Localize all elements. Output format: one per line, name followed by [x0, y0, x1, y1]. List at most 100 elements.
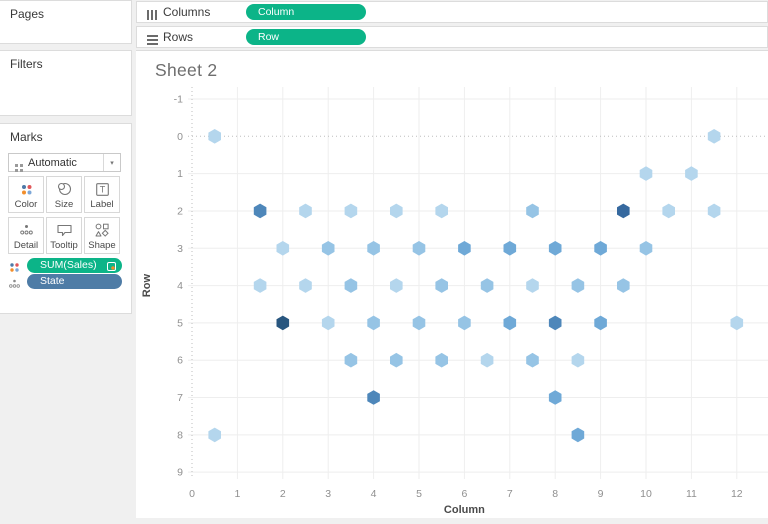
pages-label: Pages: [10, 7, 45, 21]
hex-mark[interactable]: [594, 315, 607, 331]
rows-shelf[interactable]: Rows Row: [136, 26, 768, 48]
columns-shelf-icon: [147, 7, 158, 20]
hex-mark[interactable]: [276, 241, 290, 256]
x-tick-label: 9: [598, 488, 604, 500]
worksheet-view: Sheet 2 0 1 2 3 4 5 6 7 8 9 10 11 12 -1 0 1 2 3 4 5 6 7 8 9 Colu…: [136, 50, 768, 518]
hex-mark[interactable]: [208, 129, 221, 144]
hex-mark[interactable]: [617, 203, 630, 219]
hex-mark[interactable]: [526, 352, 539, 368]
hex-mark[interactable]: [390, 278, 403, 293]
x-tick-label: 4: [371, 488, 377, 500]
hex-mark[interactable]: [253, 203, 267, 219]
detail-button-label: Detail: [13, 240, 39, 251]
x-axis-title: Column: [444, 504, 485, 516]
y-tick-label: 8: [177, 429, 183, 441]
hex-mark[interactable]: [367, 241, 380, 256]
pill-state-label: State: [40, 275, 65, 287]
hex-mark[interactable]: [571, 278, 585, 293]
marks-card: Marks Automatic ▾ Color Size T Label Detail T…: [0, 123, 132, 314]
filters-shelf[interactable]: Filters: [0, 50, 132, 116]
tooltip-button-label: Tooltip: [50, 240, 78, 251]
label-icon: T: [85, 181, 119, 197]
hex-mark[interactable]: [208, 427, 221, 443]
hex-mark[interactable]: [480, 278, 494, 293]
hex-mark[interactable]: [321, 315, 335, 331]
x-tick-label: 6: [461, 488, 467, 500]
hex-mark[interactable]: [685, 166, 698, 181]
pill-column[interactable]: Column: [246, 4, 366, 20]
mark-type-dropdown[interactable]: Automatic ▾: [8, 153, 121, 172]
hex-mark[interactable]: [503, 241, 517, 256]
label-button[interactable]: T Label: [84, 176, 120, 213]
hex-mark[interactable]: [594, 241, 607, 256]
hex-mark[interactable]: [548, 241, 562, 256]
pill-sum-sales-label: SUM(Sales): [40, 259, 97, 271]
detail-button[interactable]: Detail: [8, 217, 44, 254]
hex-mark[interactable]: [548, 390, 562, 405]
hex-mark[interactable]: [435, 352, 448, 368]
y-tick-label: 1: [177, 168, 183, 180]
hex-mark[interactable]: [390, 203, 403, 219]
hex-mark[interactable]: [639, 241, 653, 256]
hex-mark[interactable]: [367, 390, 380, 405]
y-tick-label: 5: [177, 317, 183, 329]
dropdown-caret-icon: ▾: [103, 154, 120, 171]
color-icon: [9, 181, 43, 197]
detail-icon: [9, 222, 43, 238]
hex-mark[interactable]: [480, 352, 494, 368]
hex-mark[interactable]: [344, 203, 358, 219]
color-button-label: Color: [14, 199, 38, 210]
hex-mark[interactable]: [526, 278, 539, 293]
hex-mark[interactable]: [435, 278, 448, 293]
hex-mark[interactable]: [367, 315, 380, 331]
columns-shelf[interactable]: Columns Column: [136, 1, 768, 23]
color-button[interactable]: Color: [8, 176, 44, 213]
hex-mark[interactable]: [321, 241, 335, 256]
marks-pill-row: SUM(Sales): [0, 258, 132, 273]
x-tick-label: 11: [686, 488, 697, 500]
automatic-marks-icon: [15, 159, 23, 172]
hex-mark[interactable]: [617, 278, 630, 293]
hex-mark[interactable]: [276, 315, 290, 331]
hex-mark[interactable]: [571, 352, 585, 368]
x-tick-label: 8: [552, 488, 558, 500]
x-tick-label: 7: [507, 488, 513, 500]
size-button[interactable]: Size: [46, 176, 82, 213]
y-tick-label: 0: [177, 131, 183, 143]
pill-sum-sales[interactable]: SUM(Sales): [27, 258, 122, 273]
hex-mark[interactable]: [730, 315, 744, 331]
hex-mark[interactable]: [526, 203, 539, 219]
hex-mark[interactable]: [458, 315, 471, 331]
pages-shelf[interactable]: Pages: [0, 0, 132, 44]
pill-state[interactable]: State: [27, 274, 122, 289]
hex-mark[interactable]: [503, 315, 517, 331]
hex-mark[interactable]: [344, 352, 358, 368]
hex-mark[interactable]: [662, 203, 675, 219]
tooltip-button[interactable]: Tooltip: [46, 217, 82, 254]
hex-mark[interactable]: [412, 241, 426, 256]
svg-text:T: T: [99, 184, 105, 194]
x-tick-label: 3: [325, 488, 331, 500]
pill-row[interactable]: Row: [246, 29, 366, 45]
hex-mark[interactable]: [571, 427, 585, 443]
hex-mark[interactable]: [253, 278, 267, 293]
hex-mark[interactable]: [390, 352, 403, 368]
y-tick-label: 9: [177, 467, 183, 479]
hex-mark[interactable]: [548, 315, 562, 331]
hex-mark[interactable]: [344, 278, 358, 293]
hex-mark[interactable]: [707, 129, 721, 144]
mark-type-value: Automatic: [28, 156, 77, 169]
hex-mark[interactable]: [458, 241, 471, 256]
pill-column-label: Column: [258, 6, 295, 18]
hex-mark[interactable]: [707, 203, 721, 219]
hex-mark[interactable]: [299, 203, 312, 219]
hex-mark[interactable]: [299, 278, 312, 293]
marks-label: Marks: [10, 130, 43, 144]
hex-mark[interactable]: [435, 203, 448, 219]
shape-icon: [85, 222, 119, 238]
hex-mark[interactable]: [639, 166, 653, 181]
shape-button[interactable]: Shape: [84, 217, 120, 254]
hex-mark[interactable]: [412, 315, 426, 331]
